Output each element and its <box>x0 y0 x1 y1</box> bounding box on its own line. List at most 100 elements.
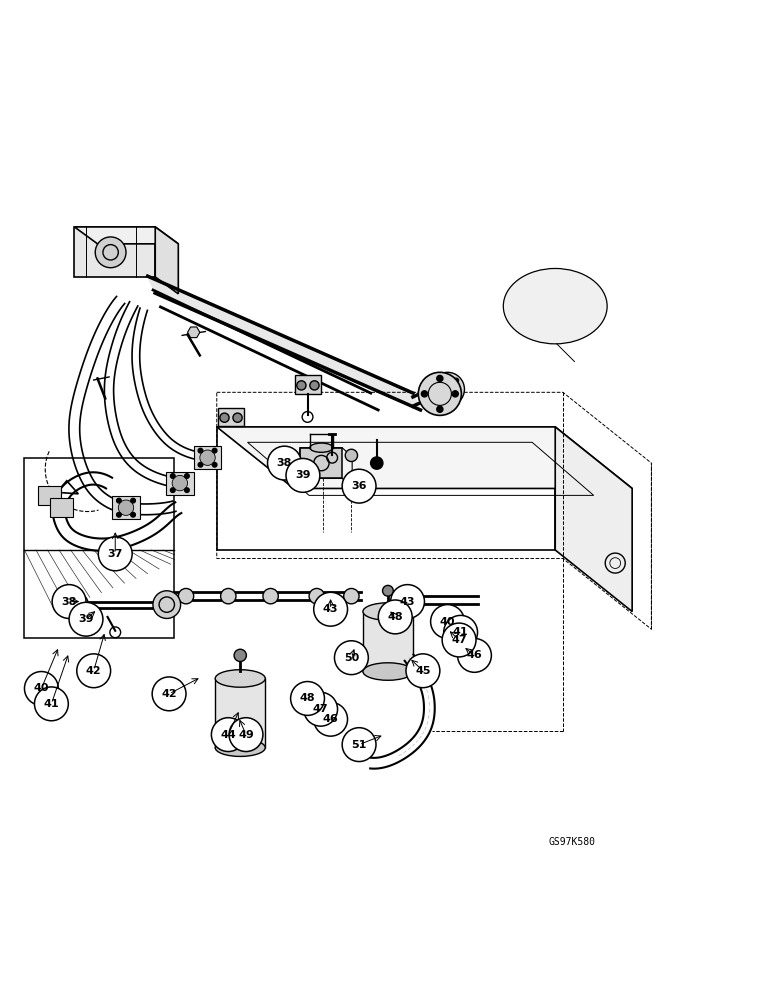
Circle shape <box>198 462 203 467</box>
Circle shape <box>76 654 110 688</box>
Polygon shape <box>300 448 342 478</box>
Polygon shape <box>155 227 178 294</box>
Polygon shape <box>215 678 266 748</box>
Circle shape <box>98 537 132 571</box>
Circle shape <box>371 457 383 469</box>
Text: 42: 42 <box>86 666 101 676</box>
Text: 40: 40 <box>440 617 455 627</box>
Circle shape <box>296 381 306 390</box>
Circle shape <box>344 588 359 604</box>
Circle shape <box>178 588 194 604</box>
Circle shape <box>422 391 428 397</box>
Circle shape <box>66 593 88 616</box>
Text: 39: 39 <box>78 614 93 624</box>
Circle shape <box>171 488 175 492</box>
Circle shape <box>198 448 203 453</box>
Polygon shape <box>217 427 632 488</box>
Circle shape <box>200 450 215 465</box>
Polygon shape <box>147 276 421 410</box>
Circle shape <box>117 512 121 517</box>
Ellipse shape <box>363 603 413 620</box>
Circle shape <box>35 687 68 721</box>
Text: 47: 47 <box>313 704 328 714</box>
Bar <box>112 496 140 519</box>
Polygon shape <box>188 327 200 338</box>
Circle shape <box>234 649 246 662</box>
Circle shape <box>220 413 229 422</box>
Circle shape <box>437 406 443 412</box>
Text: 45: 45 <box>415 666 431 676</box>
Text: 42: 42 <box>161 689 177 699</box>
Circle shape <box>303 692 337 726</box>
Text: 37: 37 <box>107 549 123 559</box>
Circle shape <box>342 469 376 503</box>
Bar <box>38 486 61 505</box>
Circle shape <box>342 728 376 762</box>
Circle shape <box>130 512 135 517</box>
Circle shape <box>310 381 319 390</box>
Text: 49: 49 <box>238 730 254 740</box>
Bar <box>50 498 73 517</box>
Text: 44: 44 <box>221 730 236 740</box>
Polygon shape <box>363 612 413 672</box>
Circle shape <box>436 378 441 383</box>
Circle shape <box>212 462 217 467</box>
Polygon shape <box>295 375 320 394</box>
Polygon shape <box>555 427 632 612</box>
Text: 41: 41 <box>43 699 59 709</box>
Text: 46: 46 <box>466 650 482 660</box>
Text: 36: 36 <box>351 481 367 491</box>
Circle shape <box>431 605 465 638</box>
Text: 38: 38 <box>277 458 292 468</box>
Text: 48: 48 <box>300 693 315 703</box>
Circle shape <box>391 585 425 618</box>
Circle shape <box>406 654 440 688</box>
Circle shape <box>95 237 126 268</box>
Polygon shape <box>74 227 178 244</box>
Circle shape <box>25 672 59 705</box>
Text: 51: 51 <box>351 740 367 750</box>
Text: 43: 43 <box>323 604 338 614</box>
Circle shape <box>309 588 324 604</box>
Circle shape <box>171 474 175 478</box>
Text: 38: 38 <box>62 597 76 607</box>
Circle shape <box>153 591 181 618</box>
Circle shape <box>345 449 357 462</box>
Circle shape <box>452 391 459 397</box>
Circle shape <box>431 372 465 406</box>
Circle shape <box>130 498 135 503</box>
Circle shape <box>212 448 217 453</box>
Circle shape <box>69 602 103 636</box>
Text: 46: 46 <box>323 714 338 724</box>
Circle shape <box>437 375 443 382</box>
Circle shape <box>458 638 492 672</box>
Text: 48: 48 <box>388 612 403 622</box>
Text: 47: 47 <box>452 635 467 645</box>
Bar <box>166 472 194 495</box>
Circle shape <box>172 475 188 491</box>
Circle shape <box>436 396 441 400</box>
Circle shape <box>454 396 459 400</box>
Text: 43: 43 <box>400 597 415 607</box>
Polygon shape <box>217 427 555 550</box>
Ellipse shape <box>215 670 266 687</box>
Circle shape <box>286 458 320 492</box>
Circle shape <box>221 588 236 604</box>
Circle shape <box>268 446 301 480</box>
Circle shape <box>118 500 134 515</box>
Text: 41: 41 <box>453 627 469 637</box>
Circle shape <box>229 718 263 752</box>
Bar <box>194 446 222 469</box>
Circle shape <box>117 498 121 503</box>
Polygon shape <box>25 458 174 638</box>
Circle shape <box>185 488 189 492</box>
Ellipse shape <box>503 268 607 344</box>
Ellipse shape <box>215 739 266 756</box>
Circle shape <box>378 600 412 634</box>
Circle shape <box>313 702 347 736</box>
Circle shape <box>418 372 462 415</box>
Circle shape <box>299 465 311 477</box>
Circle shape <box>212 718 245 752</box>
Ellipse shape <box>363 663 413 680</box>
Text: GS97K580: GS97K580 <box>548 837 595 847</box>
